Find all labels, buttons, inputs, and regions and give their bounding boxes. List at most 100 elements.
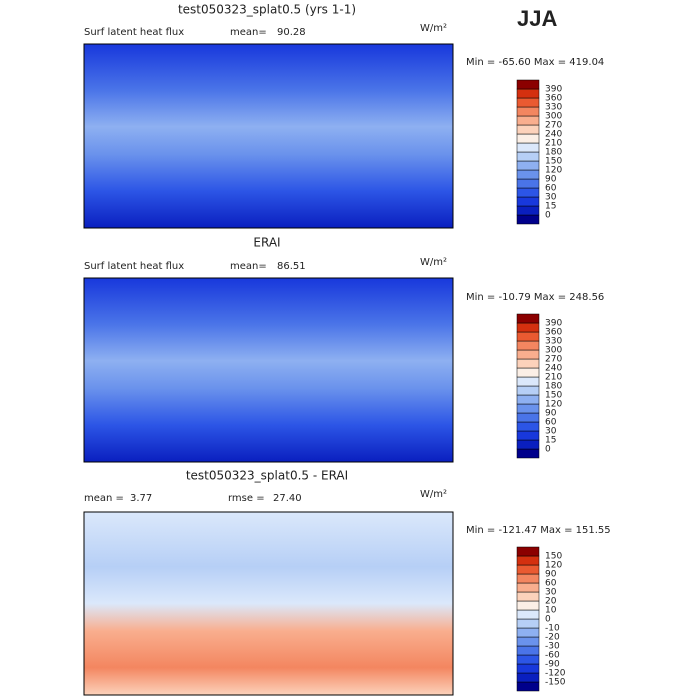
map <box>83 511 454 696</box>
colorbar-label: 180 <box>545 148 562 158</box>
colorbar-label: 20 <box>545 597 557 607</box>
mean-label: mean = <box>84 493 124 504</box>
colorbar-label: 360 <box>545 94 562 104</box>
colorbar-label: -120 <box>545 669 566 679</box>
range: Min = -65.60 Max = 419.04 <box>466 57 604 68</box>
colorbar-swatch <box>516 340 540 351</box>
colorbar-label: -60 <box>545 651 560 661</box>
colorbar-swatch <box>516 97 540 108</box>
colorbar-swatch <box>516 358 540 369</box>
colorbar-swatch <box>516 124 540 135</box>
panel-title: test050323_splat0.5 - ERAI <box>186 469 348 483</box>
mean-value: 3.77 <box>130 493 152 504</box>
season: JJA <box>517 6 557 31</box>
colorbar-swatch <box>516 609 540 620</box>
colorbar-swatch <box>516 349 540 360</box>
colorbar-label: 90 <box>545 409 557 419</box>
colorbar-swatch <box>516 430 540 441</box>
colorbar-swatch <box>516 376 540 387</box>
colorbar-label: 15 <box>545 436 556 446</box>
colorbar-swatch <box>516 672 540 683</box>
colorbar-swatch <box>516 106 540 117</box>
colorbar-label: 120 <box>545 400 562 410</box>
colorbar-swatch <box>516 645 540 656</box>
colorbar-label: 30 <box>545 193 557 203</box>
field-name: Surf latent heat flux <box>84 27 184 38</box>
colorbar-label: 210 <box>545 373 562 383</box>
map <box>83 277 454 463</box>
colorbar-label: 270 <box>545 121 562 131</box>
colorbar-label: 60 <box>545 184 557 194</box>
colorbar-label: -10 <box>545 624 560 634</box>
colorbar-swatch <box>516 654 540 665</box>
colorbar-label: 240 <box>545 364 562 374</box>
colorbar-label: 120 <box>545 166 562 176</box>
colorbar-label: 0 <box>545 615 551 625</box>
colorbar-label: -30 <box>545 642 560 652</box>
colorbar-swatch <box>516 214 540 225</box>
colorbar-swatch <box>516 313 540 324</box>
colorbar-label: 10 <box>545 606 557 616</box>
colorbar-swatch <box>516 600 540 611</box>
field-name: Surf latent heat flux <box>84 261 184 272</box>
colorbar-label: 150 <box>545 552 562 562</box>
colorbar-label: 180 <box>545 382 562 392</box>
colorbar-label: 390 <box>545 319 562 329</box>
colorbar-swatch <box>516 412 540 423</box>
colorbar-swatch <box>516 564 540 575</box>
colorbar-label: -90 <box>545 660 560 670</box>
panel-title: test050323_splat0.5 (yrs 1-1) <box>178 3 356 17</box>
colorbar-swatch <box>516 142 540 153</box>
colorbar-label: 30 <box>545 427 557 437</box>
colorbar-swatch <box>516 322 540 333</box>
colorbar-label: 360 <box>545 328 562 338</box>
range: Min = -121.47 Max = 151.55 <box>466 525 611 536</box>
colorbar-label: 300 <box>545 112 562 122</box>
colorbar-swatch <box>516 169 540 180</box>
units: W/m² <box>420 23 447 34</box>
colorbar-swatch <box>516 582 540 593</box>
mean-value: 90.28 <box>277 27 306 38</box>
colorbar-swatch <box>516 627 540 638</box>
colorbar-label: 330 <box>545 337 562 347</box>
colorbar-swatch <box>516 187 540 198</box>
colorbar-swatch <box>516 394 540 405</box>
units: W/m² <box>420 257 447 268</box>
range: Min = -10.79 Max = 248.56 <box>466 292 604 303</box>
units: W/m² <box>420 489 447 500</box>
colorbar-swatch <box>516 573 540 584</box>
colorbar-label: 90 <box>545 570 557 580</box>
colorbar-swatch <box>516 160 540 171</box>
colorbar-label: 240 <box>545 130 562 140</box>
colorbar-label: 150 <box>545 391 562 401</box>
colorbar-swatch <box>516 115 540 126</box>
colorbar-swatch <box>516 681 540 692</box>
colorbar-label: 60 <box>545 579 557 589</box>
colorbar-swatch <box>516 88 540 99</box>
colorbar-swatch <box>516 205 540 216</box>
colorbar-label: 390 <box>545 85 562 95</box>
colorbar-label: 0 <box>545 211 551 221</box>
colorbar-swatch <box>516 331 540 342</box>
colorbar-swatch <box>516 403 540 414</box>
colorbar-swatch <box>516 178 540 189</box>
colorbar-swatch <box>516 555 540 566</box>
map <box>83 43 454 229</box>
colorbar-swatch <box>516 636 540 647</box>
colorbar-label: 150 <box>545 157 562 167</box>
colorbar-label: 300 <box>545 346 562 356</box>
colorbar-swatch <box>516 79 540 90</box>
colorbar-label: 15 <box>545 202 556 212</box>
panel-title: ERAI <box>253 236 280 250</box>
colorbar-swatch <box>516 663 540 674</box>
colorbar-swatch <box>516 133 540 144</box>
colorbar-swatch <box>516 591 540 602</box>
colorbar-label: -150 <box>545 678 566 688</box>
rmse-value: 27.40 <box>273 493 302 504</box>
colorbar-swatch <box>516 448 540 459</box>
colorbar-swatch <box>516 385 540 396</box>
colorbar-label: 0 <box>545 445 551 455</box>
colorbar-label: 270 <box>545 355 562 365</box>
colorbar-label: 330 <box>545 103 562 113</box>
